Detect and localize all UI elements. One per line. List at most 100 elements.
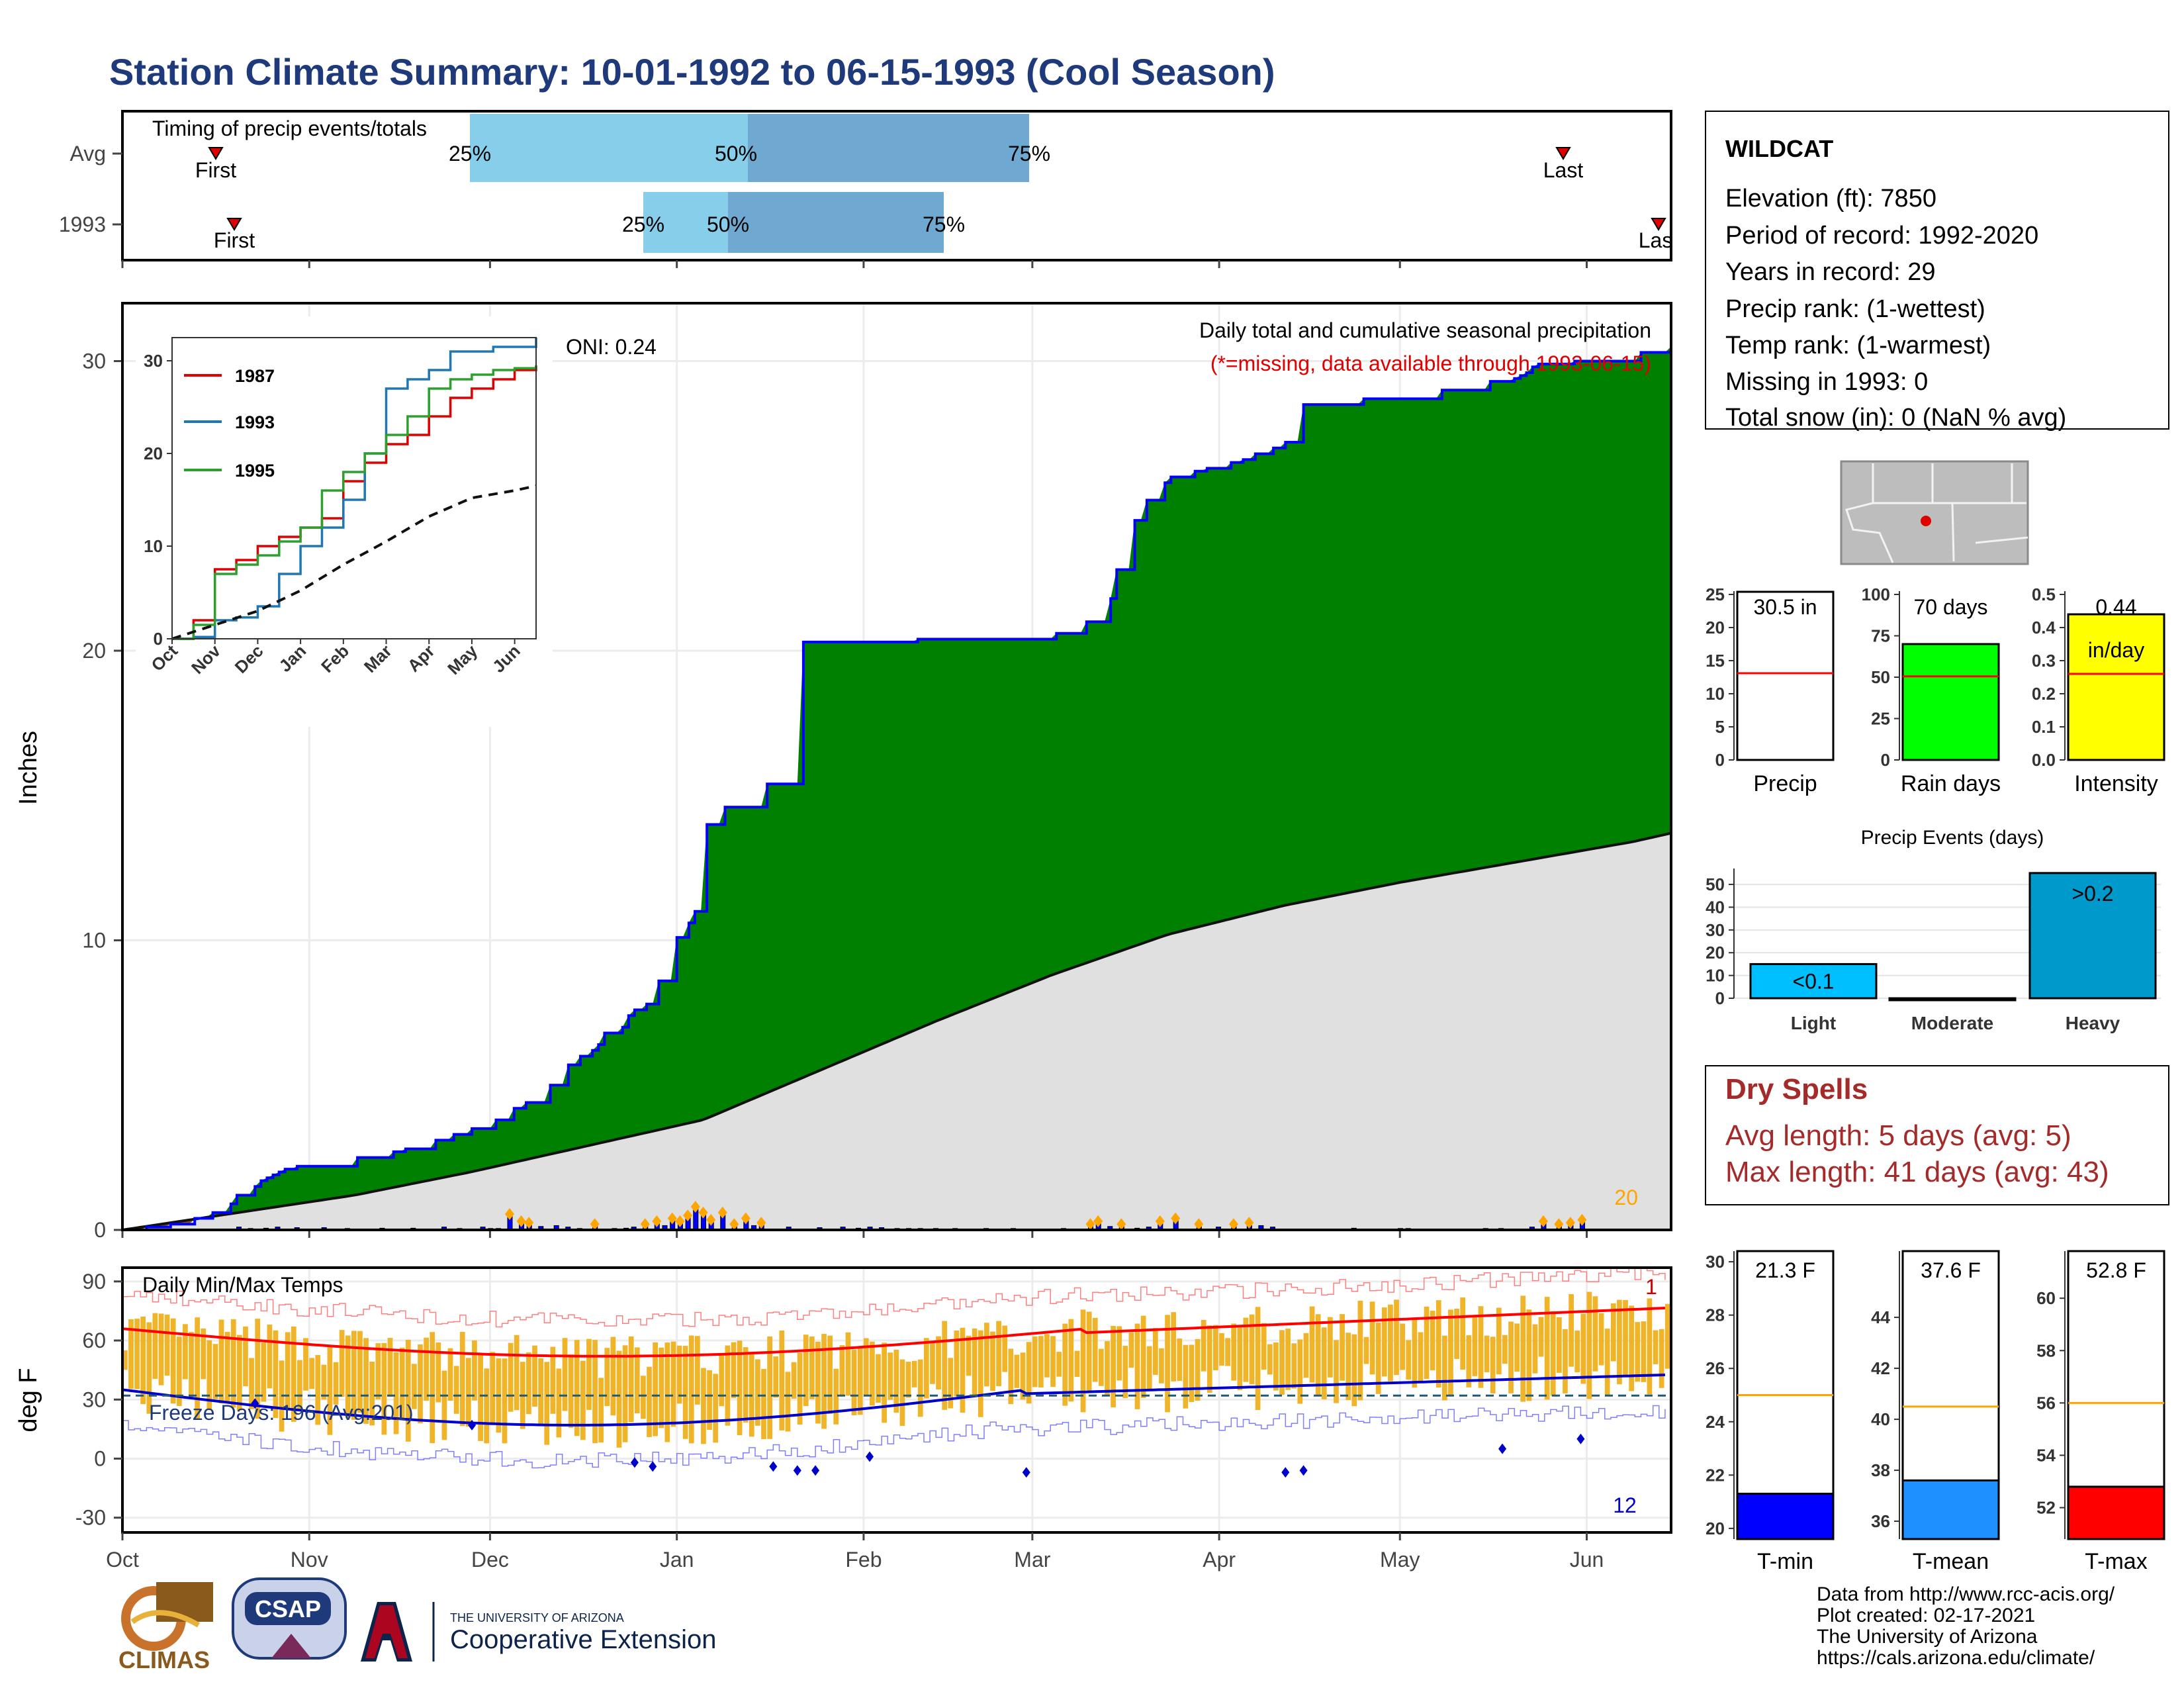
temp-x-tick-label: Jun bbox=[1570, 1548, 1604, 1571]
avg-first-label: First bbox=[195, 158, 236, 182]
daily-temp-range-bar bbox=[339, 1330, 345, 1397]
daily-temp-range-bar bbox=[821, 1334, 827, 1429]
daily-temp-range-bar bbox=[791, 1362, 797, 1399]
temp-y-tick-label: 0 bbox=[94, 1446, 106, 1470]
daily-temp-range-bar bbox=[218, 1319, 224, 1404]
temp-bar-tick-label: 30 bbox=[1706, 1252, 1725, 1272]
daily-temp-range-bar bbox=[176, 1336, 182, 1407]
daily-temp-range-bar bbox=[230, 1319, 236, 1408]
daily-temp-range-bar bbox=[876, 1354, 881, 1403]
temp-bar-tick-label: 36 bbox=[1871, 1511, 1890, 1531]
daily-temp-range-bar bbox=[785, 1372, 791, 1432]
record-low-marker bbox=[630, 1457, 639, 1468]
daily-temp-range-bar bbox=[285, 1332, 291, 1409]
station-precip-rank: Precip rank: (1-wettest) bbox=[1725, 295, 1985, 323]
daily-temp-range-bar bbox=[189, 1332, 194, 1397]
daily-temp-range-bar bbox=[1490, 1336, 1496, 1394]
daily-temp-range-bar bbox=[1159, 1348, 1164, 1383]
daily-temp-range-bar bbox=[465, 1358, 471, 1427]
timing-row-avg-label: Avg bbox=[69, 142, 106, 165]
daily-temp-range-bar bbox=[1472, 1315, 1478, 1376]
temp-bar-tick-label: 54 bbox=[2036, 1445, 2056, 1465]
daily-temp-range-bar bbox=[1532, 1324, 1538, 1374]
daily-temp-range-bar bbox=[1152, 1328, 1158, 1375]
heavy-precip-marker bbox=[1554, 1218, 1564, 1231]
temp-y-tick-label: 60 bbox=[82, 1329, 106, 1352]
daily-temp-range-bar bbox=[1128, 1332, 1134, 1368]
daily-temp-range-bar bbox=[1478, 1306, 1484, 1388]
daily-temp-range-bar bbox=[1086, 1311, 1092, 1393]
average-max-line bbox=[122, 1307, 1665, 1358]
daily-temp-range-bar bbox=[1550, 1311, 1556, 1396]
daily-temp-range-bar bbox=[267, 1324, 273, 1389]
daily-temp-range-bar bbox=[731, 1342, 737, 1399]
daily-temp-range-bar bbox=[291, 1326, 296, 1422]
mini-bar-tick-label: 20 bbox=[1706, 618, 1725, 637]
events-title: Precip Events (days) bbox=[1861, 827, 2044, 849]
record-max-line bbox=[122, 1267, 1666, 1328]
daily-temp-range-bar bbox=[755, 1359, 760, 1426]
precip-y-tick-label: 10 bbox=[82, 929, 106, 953]
daily-temp-range-bar bbox=[1206, 1325, 1212, 1393]
inset-line-1993 bbox=[172, 338, 537, 640]
daily-temp-range-bar bbox=[833, 1368, 839, 1425]
daily-temp-range-bar bbox=[435, 1342, 441, 1403]
precip-plot-title: Daily total and cumulative seasonal prec… bbox=[1199, 318, 1651, 342]
temp-y-tick-label: 30 bbox=[82, 1387, 106, 1411]
inset-legend: 1987 1993 1995 bbox=[184, 366, 275, 481]
daily-temp-range-bar bbox=[1195, 1338, 1201, 1401]
daily-temp-range-bar bbox=[568, 1354, 574, 1428]
daily-temp-range-bar bbox=[899, 1359, 905, 1427]
daily-temp-range-bar bbox=[1664, 1303, 1670, 1369]
temp-bar-tick-label: 38 bbox=[1871, 1460, 1890, 1480]
daily-temp-range-bar bbox=[1454, 1309, 1459, 1359]
record-low-marker bbox=[793, 1465, 801, 1476]
daily-temp-range-bar bbox=[1617, 1299, 1622, 1385]
mini-bar-rain-days bbox=[1901, 643, 2000, 761]
events-tick-label: 0 bbox=[1715, 988, 1725, 1008]
heavy-precip-marker bbox=[683, 1209, 693, 1222]
heavy-precip-marker bbox=[667, 1212, 677, 1225]
daily-temp-range-bar bbox=[273, 1330, 279, 1419]
daily-temp-range-bar bbox=[345, 1335, 351, 1419]
temp-bar-value-label: 37.6 F bbox=[1921, 1258, 1981, 1282]
temp-bar-tick-label: 60 bbox=[2036, 1288, 2056, 1308]
daily-temp-range-bar bbox=[1189, 1344, 1195, 1402]
daily-temp-range-bar bbox=[1647, 1298, 1653, 1395]
temp-bar-tick-label: 44 bbox=[1871, 1307, 1890, 1327]
daily-temp-range-bar bbox=[664, 1342, 670, 1442]
daily-temp-range-bar bbox=[140, 1316, 146, 1405]
daily-temp-range-bar bbox=[1080, 1309, 1086, 1413]
mini-bar-label: Precip bbox=[1753, 771, 1817, 796]
heavy-precip-marker bbox=[1244, 1217, 1254, 1229]
daily-temp-range-bar bbox=[1442, 1335, 1447, 1401]
temp-bar-value-label: 52.8 F bbox=[2086, 1258, 2146, 1282]
locator-map bbox=[1840, 460, 2029, 565]
daily-temp-range-bar bbox=[797, 1352, 803, 1425]
daily-temp-range-bar bbox=[1508, 1321, 1514, 1393]
daily-temp-range-bar bbox=[1303, 1333, 1309, 1378]
daily-temp-range-bar bbox=[1363, 1336, 1369, 1364]
heavy-precip-marker bbox=[590, 1218, 600, 1231]
temp-bar-label: T-min bbox=[1757, 1549, 1813, 1574]
daily-temp-range-bar bbox=[1418, 1332, 1424, 1381]
footer-url: https://cals.arizona.edu/climate/ bbox=[1817, 1647, 2095, 1669]
heavy-precip-marker bbox=[1194, 1218, 1204, 1231]
daily-temp-range-bar bbox=[128, 1319, 134, 1389]
temp-bar-tick-label: 24 bbox=[1706, 1412, 1725, 1432]
avg-p25-label: 25% bbox=[449, 142, 491, 165]
daily-temp-range-bar bbox=[122, 1350, 128, 1370]
daily-temp-range-bar bbox=[405, 1339, 411, 1442]
daily-temp-range-bar bbox=[453, 1366, 459, 1414]
daily-temp-range-bar bbox=[170, 1318, 176, 1404]
dry-spells-avg: Avg length: 5 days (avg: 5) bbox=[1725, 1119, 2071, 1152]
y1993-25-50-bar bbox=[643, 192, 728, 253]
record-low-marker bbox=[1299, 1465, 1308, 1476]
mini-bar-value-label: 70 days bbox=[1913, 595, 1987, 619]
daily-temp-range-bar bbox=[628, 1336, 634, 1423]
daily-temp-range-bar bbox=[1412, 1319, 1418, 1388]
daily-temp-range-bar bbox=[688, 1335, 694, 1444]
temp-bar-label: T-max bbox=[2085, 1549, 2147, 1574]
climas-logo-text: CLIMAS bbox=[118, 1646, 210, 1673]
